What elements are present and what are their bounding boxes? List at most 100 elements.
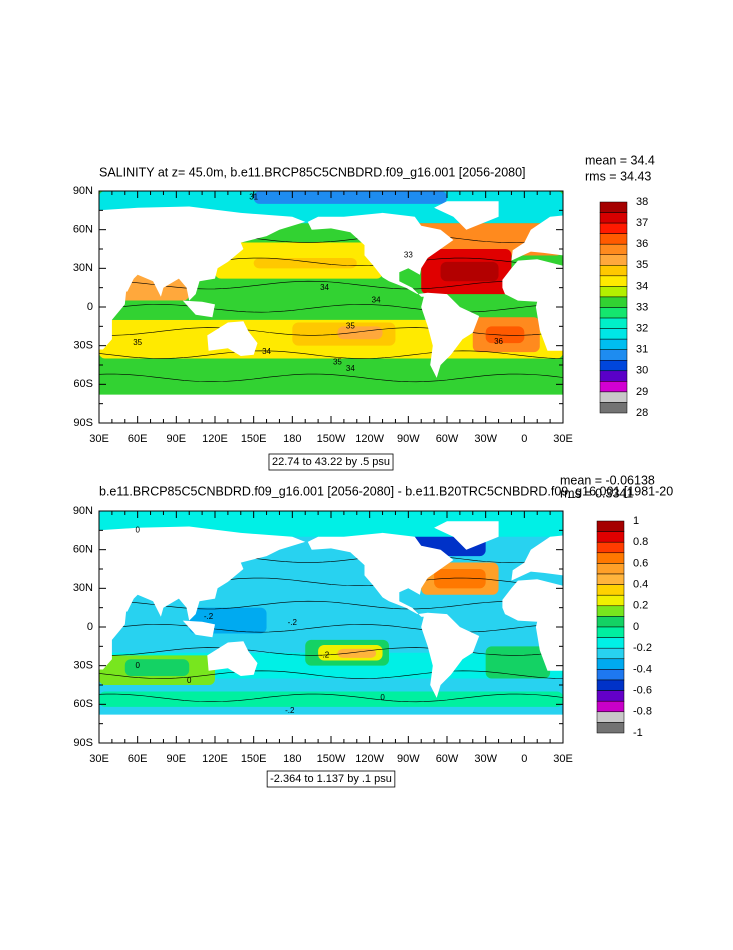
lon-label: 150W (317, 433, 346, 445)
colorbar-label: -1 (633, 727, 643, 739)
colorbar-box (596, 722, 625, 734)
lon-label: 150W (317, 753, 346, 765)
colorbar-box (596, 700, 625, 713)
colorbar-label: 0 (633, 621, 639, 633)
colorbar-box (596, 552, 625, 564)
lat-label: 0 (87, 621, 93, 633)
contour-label: 0 (135, 525, 140, 534)
ocean-field (99, 300, 215, 320)
land (182, 620, 215, 638)
colorbar-label: 31 (636, 344, 648, 356)
colorbar-box (599, 402, 628, 414)
lon-label: 120E (202, 753, 228, 765)
colorbar-box (599, 201, 628, 213)
colorbar-label: 33 (636, 301, 648, 313)
colorbar-box (599, 233, 628, 245)
colorbar-box (599, 265, 628, 277)
lat-label: 90N (73, 185, 93, 197)
lat-label: 90S (73, 417, 93, 429)
colorbar-box (596, 594, 625, 607)
ocean-field (253, 191, 447, 204)
lon-label: 150E (241, 753, 267, 765)
contour-label: -.2 (288, 618, 298, 627)
colorbar-box (596, 637, 625, 649)
map-panel: 31 33 34 34 34 35 35 34 35 36 30E 60E 90E 120E 150E 180… (73, 153, 655, 471)
colorbar-box (596, 573, 625, 585)
colorbar-label: 0.8 (633, 536, 648, 548)
colorbar-box (596, 711, 625, 723)
colorbar-box (599, 286, 628, 298)
colorbar-label: 36 (636, 238, 648, 250)
colorbar-box (599, 349, 628, 361)
colorbar-box (599, 275, 628, 287)
lon-label: 150E (241, 433, 267, 445)
contour-line (99, 624, 563, 633)
contour-info: 22.74 to 43.22 by .5 psu (272, 456, 390, 468)
lat-label: 60N (73, 224, 93, 236)
contour-line (99, 647, 563, 656)
lat-label: 90N (73, 505, 93, 517)
contour-label: 0 (187, 676, 192, 685)
lat-label: 30N (73, 582, 93, 594)
lat-label: 30S (73, 660, 93, 672)
colorbar-box (596, 584, 625, 596)
colorbar-box (596, 563, 625, 575)
colorbar-box (599, 254, 628, 266)
lon-label: 180 (283, 433, 301, 445)
map-panel: 0 -.2 -.2 0 0 -.2 0 -.2 30E 60E 90E 120E 150E 180 150W… (73, 473, 673, 788)
lat-label: 60S (73, 378, 93, 390)
contour-line (99, 304, 563, 313)
colorbar-box (599, 370, 628, 382)
land (207, 641, 258, 676)
contour-info: -2.364 to 1.137 by .1 psu (270, 773, 392, 785)
lon-label: 30E (553, 753, 573, 765)
land (434, 521, 499, 550)
lon-label: 90E (167, 753, 187, 765)
contour-label: -.2 (204, 612, 214, 621)
lon-label: 0 (521, 433, 527, 445)
lon-label: 180 (283, 753, 301, 765)
lon-label: 30W (474, 753, 497, 765)
colorbar-box (596, 531, 625, 543)
land (307, 532, 480, 698)
lon-label: 120W (355, 753, 384, 765)
colorbar-label: 29 (636, 386, 648, 398)
colorbar-box (599, 222, 628, 234)
lat-label: 30N (73, 262, 93, 274)
lon-label: 30E (89, 753, 109, 765)
contour-line (99, 693, 563, 703)
colorbar-box (599, 328, 628, 340)
lon-label: 90W (397, 433, 420, 445)
colorbar-label: 0.6 (633, 557, 648, 569)
colorbar-box (599, 338, 628, 350)
colorbar-box (596, 679, 625, 691)
lon-label: 60E (128, 433, 148, 445)
lon-label: 60E (128, 753, 148, 765)
ocean-field (434, 569, 486, 589)
panel-title: SALINITY at z= 45.0m, b.e11.BRCP85C5CNBD… (99, 165, 526, 179)
colorbar-box (596, 626, 625, 638)
lon-label: 30E (89, 433, 109, 445)
contour-label: 35 (333, 358, 342, 367)
contour-line (99, 350, 563, 359)
ocean-field (99, 691, 563, 707)
colorbar-box (599, 243, 628, 255)
panel-stat: rms = 0.3341 (560, 486, 633, 500)
ocean-field (253, 258, 357, 269)
colorbar-box (596, 520, 625, 532)
land (307, 212, 480, 378)
lon-label: 120E (202, 433, 228, 445)
colorbar-label: 0.4 (633, 579, 648, 591)
colorbar-label: 28 (636, 407, 648, 419)
contour-label: 34 (320, 283, 329, 292)
ocean-field (440, 261, 499, 282)
colorbar-label: -0.2 (633, 642, 652, 654)
colorbar-box (596, 658, 625, 670)
contour-label: 33 (404, 251, 413, 260)
colorbar-box (599, 212, 628, 224)
contour-info-box (268, 453, 394, 471)
land (502, 579, 563, 671)
colorbar-box (599, 360, 628, 372)
colorbar-label: 0.2 (633, 600, 648, 612)
